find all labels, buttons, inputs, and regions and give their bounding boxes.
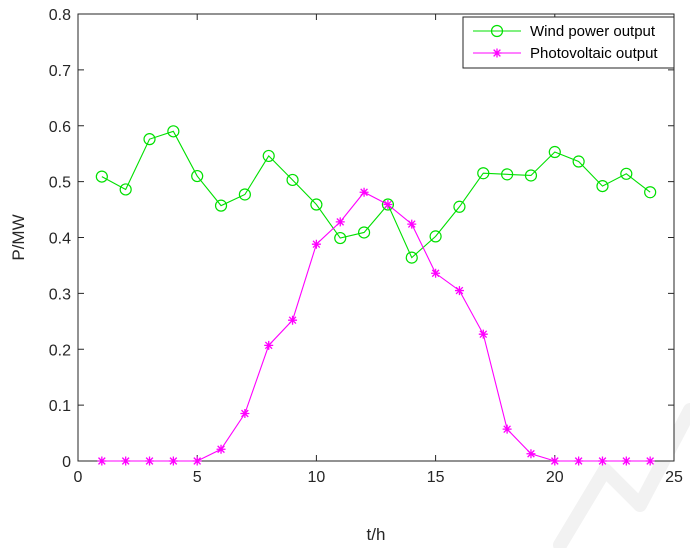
data-point xyxy=(621,456,631,466)
legend-marker xyxy=(490,24,504,38)
y-tick-label: 0.4 xyxy=(49,231,71,248)
data-point xyxy=(311,239,321,249)
y-tick-label: 0.1 xyxy=(49,398,71,415)
data-point xyxy=(121,456,131,466)
data-point xyxy=(431,268,441,278)
legend-label: Photovoltaic output xyxy=(530,45,658,62)
data-point xyxy=(310,198,323,211)
x-tick-label: 0 xyxy=(74,469,83,486)
data-point xyxy=(597,456,607,466)
data-point xyxy=(620,167,633,180)
data-point xyxy=(405,251,418,264)
data-point xyxy=(97,456,107,466)
data-point xyxy=(477,167,490,180)
data-point xyxy=(335,217,345,227)
x-tick-label: 15 xyxy=(427,469,445,486)
data-point xyxy=(119,183,132,196)
y-tick-label: 0.5 xyxy=(49,175,71,192)
data-point xyxy=(644,186,657,199)
data-point xyxy=(167,125,180,138)
plot-frame xyxy=(77,13,675,462)
data-point xyxy=(191,169,204,183)
data-point xyxy=(359,187,369,197)
data-point xyxy=(143,133,156,146)
legend-marker xyxy=(492,48,502,58)
data-point xyxy=(214,199,228,212)
data-point xyxy=(286,173,299,187)
series-1 xyxy=(95,125,657,264)
data-point xyxy=(383,200,393,210)
y-tick-label: 0.2 xyxy=(49,342,71,359)
x-tick-label: 20 xyxy=(546,469,564,486)
data-point xyxy=(262,149,275,163)
data-point xyxy=(216,444,226,454)
data-point xyxy=(645,456,655,466)
data-point xyxy=(526,449,536,459)
y-tick-label: 0.7 xyxy=(49,63,71,80)
data-point xyxy=(95,170,108,183)
x-tick-label: 5 xyxy=(193,469,202,486)
data-point xyxy=(407,219,417,229)
data-point xyxy=(334,231,347,245)
data-point xyxy=(264,340,274,350)
data-point xyxy=(381,198,395,211)
data-point xyxy=(478,329,488,339)
series-layer xyxy=(95,125,657,466)
data-point xyxy=(502,424,512,434)
data-point xyxy=(288,315,298,325)
y-tick-label: 0.6 xyxy=(49,119,71,136)
axis-ticks: 0 5 10 15 20 25 0 0.1 0.2 0.3 0.4 0.5 0.6 0.7 0.8 xyxy=(49,7,683,486)
data-point xyxy=(550,456,560,466)
legend-entry: Wind power output xyxy=(473,23,656,40)
data-point xyxy=(524,169,538,182)
legend: Wind power output Photovoltaic output xyxy=(462,16,675,69)
series-line xyxy=(101,130,651,259)
legend-label: Wind power output xyxy=(530,23,656,40)
data-point xyxy=(574,456,584,466)
data-point xyxy=(454,286,464,296)
axis-labels: t/h P/MW xyxy=(9,214,385,544)
series-2 xyxy=(97,187,655,466)
y-tick-label: 0.8 xyxy=(49,7,71,24)
y-axis-label: P/MW xyxy=(9,214,28,260)
data-point xyxy=(596,179,609,193)
data-point xyxy=(240,409,250,419)
y-tick-label: 0.3 xyxy=(49,286,71,303)
data-point xyxy=(145,456,155,466)
x-tick-label: 25 xyxy=(665,469,683,486)
data-point xyxy=(168,456,178,466)
data-point xyxy=(453,200,466,213)
data-point xyxy=(238,188,251,201)
data-point xyxy=(429,230,442,243)
data-point xyxy=(192,456,202,466)
x-axis-label: t/h xyxy=(367,525,386,544)
data-point xyxy=(572,155,585,168)
x-tick-label: 10 xyxy=(308,469,326,486)
plot-area xyxy=(77,13,675,462)
legend-entry: Photovoltaic output xyxy=(473,45,658,62)
data-point xyxy=(548,145,561,159)
y-tick-label: 0 xyxy=(62,454,71,471)
data-point xyxy=(357,226,371,239)
data-point xyxy=(501,168,514,181)
